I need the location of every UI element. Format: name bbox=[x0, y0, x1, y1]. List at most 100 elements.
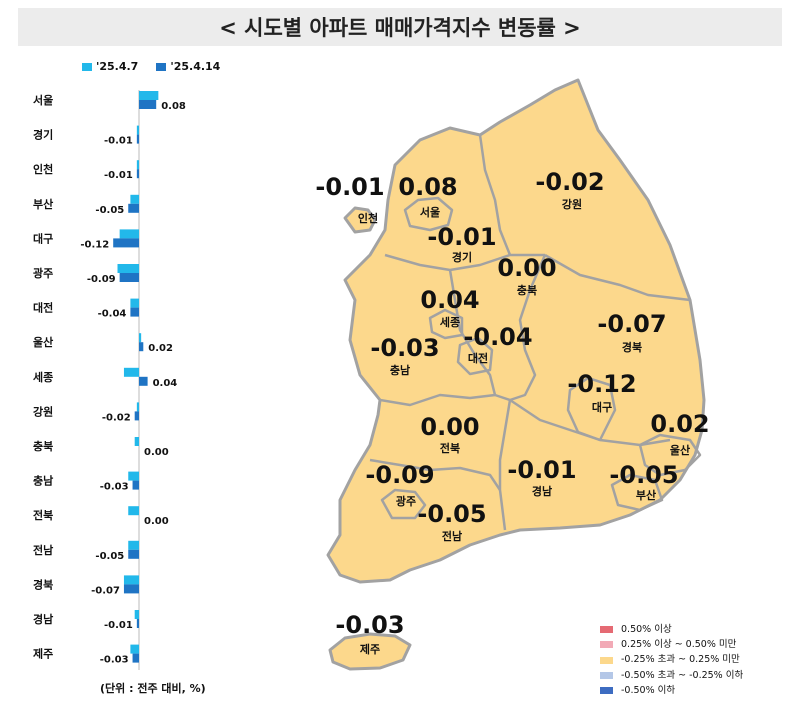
value-label: 0.02 bbox=[148, 343, 173, 354]
region-name: 경남 bbox=[532, 484, 552, 498]
region-name: 충북 bbox=[517, 283, 537, 297]
bar-series1 bbox=[128, 471, 139, 481]
bar-series2 bbox=[136, 169, 139, 179]
bar-series1 bbox=[130, 194, 139, 204]
legend-label-series1: '25.4.7 bbox=[96, 60, 139, 73]
legend-swatch-series1 bbox=[82, 62, 92, 71]
value-label: -0.05 bbox=[95, 205, 124, 216]
bar-series2 bbox=[128, 203, 139, 213]
border-gwangju bbox=[380, 488, 427, 520]
map-legend-label: -0.50% 초과 ~ -0.25% 이하 bbox=[621, 669, 744, 681]
map-legend-swatch bbox=[600, 686, 613, 694]
mainland-outline bbox=[326, 78, 706, 584]
region-name: 부산 bbox=[636, 488, 656, 502]
bar-series1 bbox=[130, 298, 139, 308]
border-daegu bbox=[566, 376, 617, 442]
category-label: 서울 bbox=[33, 93, 53, 107]
category-label: 경남 bbox=[33, 612, 53, 626]
map-legend-item: -0.50% 이하 bbox=[600, 683, 743, 698]
bar-series1 bbox=[139, 91, 159, 100]
category-label: 제주 bbox=[33, 647, 53, 661]
value-label: -0.12 bbox=[80, 239, 109, 250]
region-name: 경북 bbox=[622, 340, 642, 354]
region-name: 대구 bbox=[592, 400, 612, 414]
bar-series2 bbox=[128, 549, 139, 559]
bar-series1 bbox=[119, 229, 139, 239]
value-label: -0.03 bbox=[100, 655, 129, 666]
region-value: -0.01 bbox=[315, 173, 384, 201]
bar-series1 bbox=[136, 125, 139, 135]
legend-item-series2: '25.4.14 bbox=[156, 60, 220, 73]
value-label: -0.02 bbox=[102, 412, 131, 423]
bar-series1 bbox=[136, 160, 139, 170]
legend-item-series1: '25.4.7 bbox=[82, 60, 138, 73]
jeju-outline bbox=[328, 632, 412, 671]
region-name: 서울 bbox=[420, 205, 440, 219]
bar-series1 bbox=[130, 644, 139, 654]
category-label: 광주 bbox=[33, 267, 53, 280]
bar-series2 bbox=[134, 411, 139, 421]
bar-series2 bbox=[136, 619, 139, 628]
border-chungnam-jeonbuk bbox=[379, 393, 511, 407]
border-gyeonggi-gangwon bbox=[478, 134, 512, 256]
category-label: 인천 bbox=[33, 162, 53, 176]
region-value: 0.04 bbox=[420, 286, 479, 314]
category-label: 강원 bbox=[33, 404, 53, 418]
bar-series1 bbox=[139, 333, 142, 343]
region-name: 인천 bbox=[358, 211, 378, 225]
region-name: 세종 bbox=[440, 315, 460, 329]
region-value: -0.12 bbox=[567, 370, 636, 398]
map-legend-item: 0.50% 이상 bbox=[600, 622, 743, 637]
value-label: 0.00 bbox=[144, 516, 169, 527]
incheon-island bbox=[343, 206, 377, 234]
map-legend-swatch bbox=[600, 671, 613, 679]
region-value: -0.07 bbox=[597, 310, 666, 338]
value-label: -0.01 bbox=[104, 136, 133, 147]
bar-series2 bbox=[139, 100, 157, 109]
region-value: 0.00 bbox=[420, 413, 479, 441]
value-label: -0.01 bbox=[104, 170, 133, 181]
map-legend: 0.50% 이상 0.25% 이상 ~ 0.50% 미만 -0.25% 초과 ~… bbox=[600, 622, 743, 698]
region-value: -0.03 bbox=[370, 334, 439, 362]
region-value: -0.09 bbox=[365, 461, 434, 489]
legend-swatch-series2 bbox=[156, 62, 167, 71]
border-jeonbuk-gyeongnam bbox=[498, 399, 512, 531]
border-gangwon-gyeongbuk bbox=[544, 253, 691, 302]
page-title: < 시도별 아파트 매매가격지수 변동률 > bbox=[18, 8, 782, 46]
value-label: 0.00 bbox=[144, 447, 169, 458]
value-label: -0.07 bbox=[91, 585, 120, 596]
category-label: 전남 bbox=[33, 543, 53, 557]
category-label: 세종 bbox=[33, 370, 53, 384]
border-south-gyeonggi bbox=[384, 253, 545, 272]
map-legend-item: 0.25% 이상 ~ 0.50% 미만 bbox=[600, 637, 743, 652]
region-name: 울산 bbox=[670, 443, 690, 457]
map-legend-label: -0.50% 이하 bbox=[621, 684, 676, 696]
bar-series1 bbox=[117, 264, 139, 273]
bar-series2 bbox=[139, 376, 148, 386]
region-value: -0.04 bbox=[463, 323, 532, 351]
border-busan bbox=[610, 473, 664, 512]
map-legend-label: 0.25% 이상 ~ 0.50% 미만 bbox=[621, 639, 737, 651]
bar-series2 bbox=[139, 342, 144, 352]
border-chungbuk-gyeongbuk bbox=[509, 254, 547, 402]
value-label: 0.04 bbox=[153, 378, 178, 389]
category-label: 경북 bbox=[33, 577, 53, 591]
title-text: < 시도별 아파트 매매가격지수 변동률 > bbox=[219, 16, 581, 40]
region-value: -0.03 bbox=[335, 611, 404, 639]
category-label: 경기 bbox=[33, 128, 53, 142]
bar-series1 bbox=[128, 540, 139, 550]
value-label: 0.08 bbox=[161, 101, 186, 112]
value-label: -0.04 bbox=[98, 309, 127, 320]
bar-series1 bbox=[123, 575, 139, 585]
value-label: -0.05 bbox=[95, 551, 124, 562]
bar-series2 bbox=[132, 653, 139, 663]
border-jeonbuk-jeonnam bbox=[369, 458, 502, 491]
region-value: -0.01 bbox=[507, 456, 576, 484]
region-value: 0.02 bbox=[650, 410, 709, 438]
region-value: -0.02 bbox=[535, 168, 604, 196]
region-name: 충남 bbox=[390, 363, 410, 377]
category-label: 대구 bbox=[33, 231, 53, 245]
bar-series1 bbox=[134, 437, 139, 446]
